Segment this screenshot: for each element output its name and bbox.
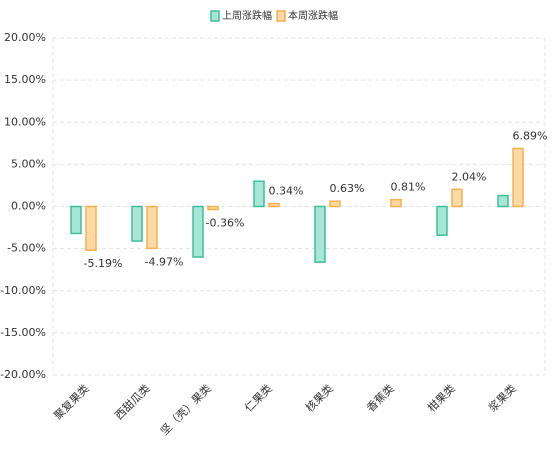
x-tick-label: 柑果类 [425, 381, 458, 414]
bar [451, 188, 463, 208]
y-tick-label: -15.00% [0, 326, 46, 339]
legend-swatch [210, 10, 220, 22]
y-tick-label: 0.00% [11, 200, 46, 213]
bar [131, 205, 143, 242]
x-tick-label: 聚复果类 [51, 381, 92, 422]
legend-label: 上周涨跌幅 [222, 9, 272, 22]
value-label: -0.36% [206, 217, 245, 230]
bar [207, 205, 219, 211]
bar [146, 205, 158, 250]
bar [329, 200, 341, 208]
x-tick-label: 核果类 [303, 381, 336, 414]
bar [512, 147, 524, 208]
bar [497, 194, 509, 208]
y-tick-label: -10.00% [0, 284, 46, 297]
value-label: -5.19% [84, 257, 123, 270]
x-tick-label: 浆果类 [486, 381, 519, 414]
value-label: -4.97% [145, 255, 184, 268]
legend-label: 本周涨跌幅 [288, 9, 338, 22]
value-label: 0.81% [391, 181, 426, 194]
y-tick-label: 5.00% [11, 157, 46, 170]
y-tick-label: -5.00% [7, 242, 46, 255]
bar [390, 198, 402, 208]
bar [436, 205, 448, 236]
bar [253, 180, 265, 208]
y-tick-label: -20.00% [0, 368, 46, 381]
bar [314, 205, 326, 263]
legend-swatch [276, 10, 286, 22]
y-tick-label: 20.00% [4, 31, 46, 44]
x-tick-label: 西甜瓜类 [112, 381, 153, 422]
bar [192, 205, 204, 258]
bar [85, 205, 97, 251]
bar [70, 205, 82, 235]
y-tick-label: 15.00% [4, 73, 46, 86]
value-label: 0.63% [330, 182, 365, 195]
x-tick-label: 香蕉类 [364, 381, 397, 414]
value-label: 6.89% [513, 129, 548, 142]
value-label: 0.34% [269, 185, 304, 198]
x-tick-label: 仁果类 [242, 381, 275, 414]
bar [268, 202, 280, 208]
y-tick-label: 10.00% [4, 115, 46, 128]
value-label: 2.04% [452, 170, 487, 183]
x-tick-label: 坚（壳）果类 [157, 381, 214, 438]
